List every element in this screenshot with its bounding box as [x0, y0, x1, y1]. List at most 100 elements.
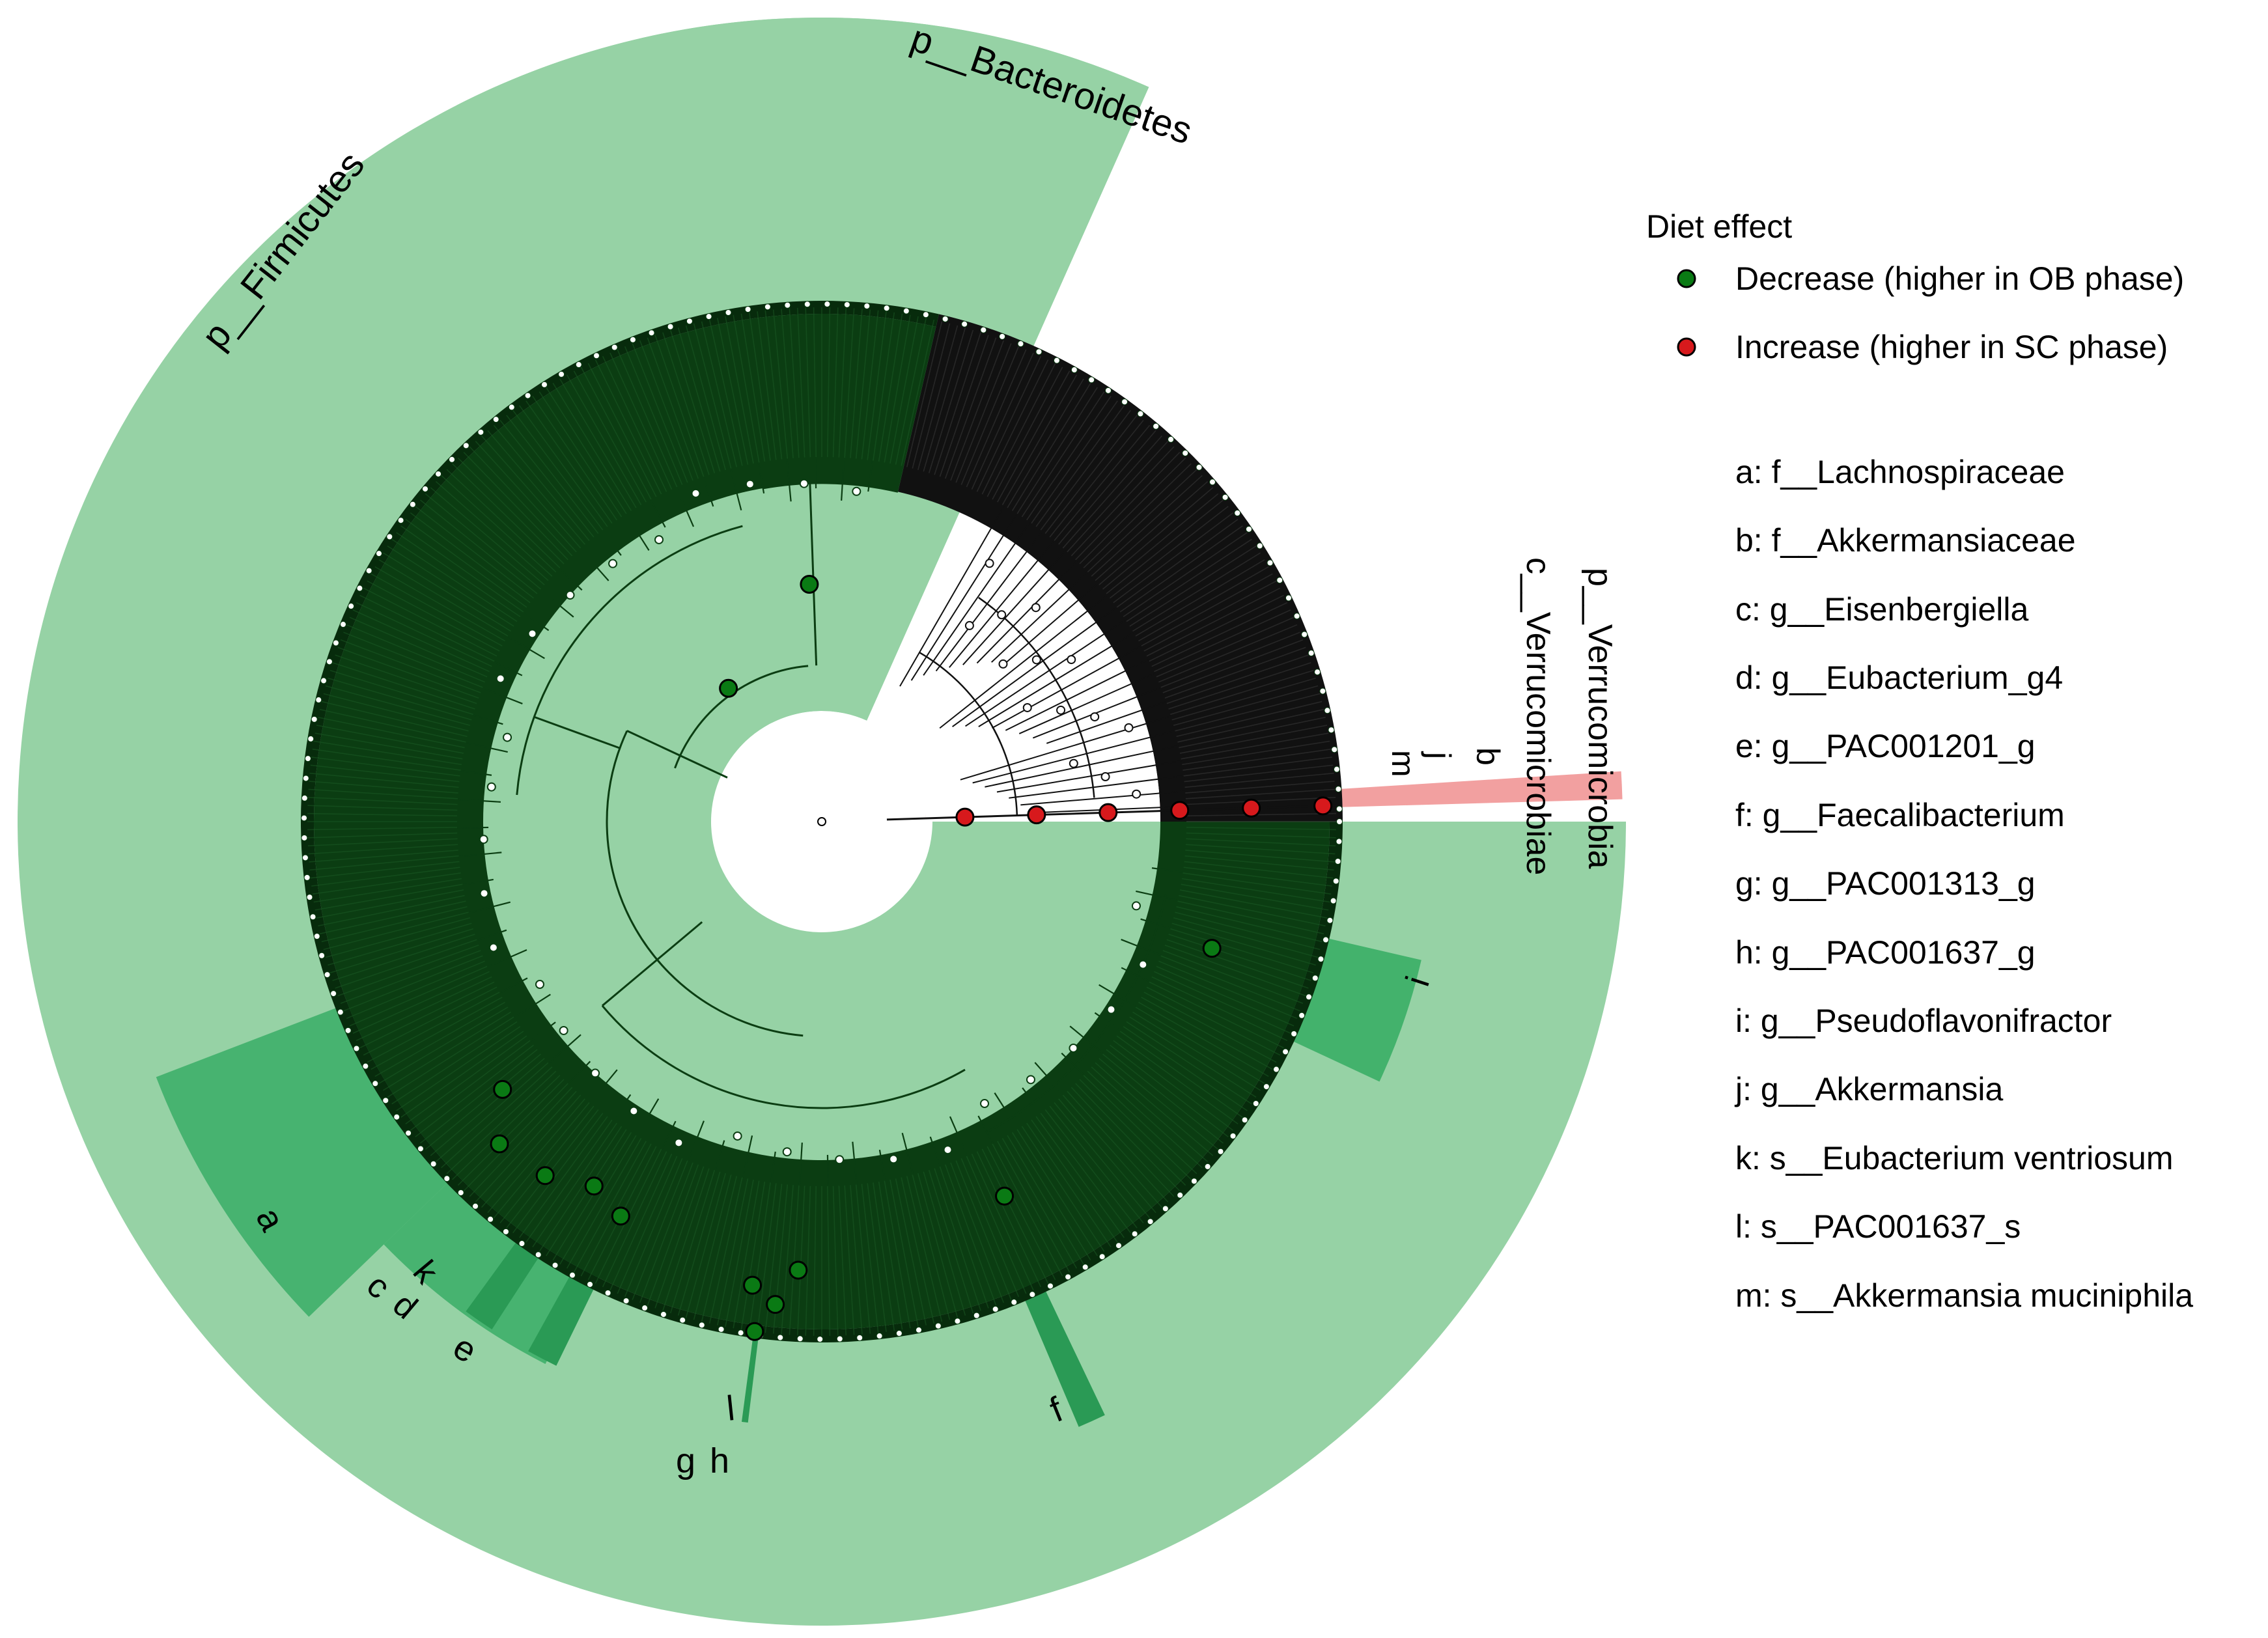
leaf-branch — [838, 307, 847, 458]
leaf-branch — [1040, 1113, 1131, 1234]
leaf-tip — [324, 971, 331, 979]
leaf-branch — [617, 349, 678, 488]
leaf-branch — [1040, 410, 1131, 531]
leaf-branch — [617, 1156, 678, 1294]
annotation-item: j: g__Akkermansia — [1734, 1071, 2003, 1107]
legend-decrease-dot — [1677, 269, 1696, 288]
leaf-branch — [1141, 573, 1273, 646]
leaf-branch — [469, 446, 573, 557]
leaf-branch — [647, 1164, 699, 1306]
node-internal-black — [998, 659, 1008, 669]
leaf-branch — [1181, 883, 1329, 911]
annotation-item: b: f__Akkermansiaceae — [1735, 522, 2076, 559]
leaf-branch — [346, 624, 485, 683]
leaf-branch — [647, 337, 699, 479]
branch-radial — [729, 468, 742, 511]
branch-radial-black — [990, 571, 1088, 663]
leaf-branch — [481, 1094, 581, 1208]
branch-radial — [675, 487, 695, 527]
branch-arc-black — [919, 652, 1018, 815]
leaf-branch — [1031, 400, 1118, 524]
branch-radial — [522, 611, 550, 632]
branch-radial — [533, 715, 621, 749]
node-internal-black — [1031, 655, 1041, 665]
leaf-tip — [954, 1318, 961, 1325]
leaf-branch — [950, 1162, 1004, 1303]
node-internal-black — [997, 610, 1007, 620]
inner-white-sector — [874, 528, 1160, 822]
leaf-branch — [1170, 928, 1314, 974]
leaf-branch — [1156, 617, 1295, 678]
leaf-tip — [1153, 423, 1160, 430]
node-internal — [591, 1068, 600, 1078]
leaf-branch — [873, 1182, 895, 1331]
leaf-tip — [1204, 1163, 1211, 1170]
leaf-branch — [312, 748, 461, 771]
leaf-branch — [463, 452, 568, 561]
node-decrease — [584, 1176, 604, 1196]
leaf-tip — [1035, 348, 1043, 355]
node-internal-black — [1124, 723, 1134, 732]
leaf-tip — [796, 1335, 804, 1342]
leaf-tip — [973, 1312, 980, 1319]
leaf-tip — [1326, 917, 1334, 924]
leaf-branch — [441, 1066, 553, 1169]
leaf-branch — [1138, 566, 1269, 642]
leaf-tip — [1328, 727, 1335, 734]
leaf-branch — [382, 1011, 511, 1091]
leaf-branch — [733, 1180, 760, 1329]
leaf-branch — [960, 346, 1020, 485]
leaf-branch — [1135, 559, 1265, 637]
leaf-tip — [1196, 464, 1203, 471]
node-internal — [1106, 1005, 1116, 1014]
legend-title: Diet effect — [1646, 208, 1792, 245]
node-decrease — [745, 1322, 764, 1341]
leaf-branch — [400, 525, 524, 613]
leaf-branch — [1083, 1075, 1192, 1180]
leaf-branch — [309, 855, 459, 871]
leaf-branch — [884, 1180, 911, 1329]
leaf-branch — [844, 1185, 855, 1335]
legend: Diet effect Decrease (higher in OB phase… — [1646, 208, 2184, 365]
leaf-branch — [1049, 419, 1144, 538]
leaf-branch — [850, 309, 863, 458]
branch-radial — [1094, 1012, 1121, 1032]
leaf-branch — [487, 430, 585, 545]
leaf-branch — [311, 867, 460, 887]
leaf-tip — [552, 1262, 559, 1269]
branch-radial-black — [962, 550, 1067, 665]
leaf-branch — [1135, 1006, 1265, 1084]
leaf-tip — [1331, 746, 1338, 753]
annotation-item: a: f__Lachnospiraceae — [1735, 454, 2065, 490]
leaf-branch — [971, 352, 1034, 490]
leaf-tip — [1333, 766, 1340, 773]
node-internal-black — [1090, 712, 1100, 722]
leaf-branch — [512, 410, 604, 531]
leaf-tip — [492, 416, 499, 423]
node-internal — [691, 488, 701, 498]
leaf-tip — [409, 501, 416, 508]
leaf-tip — [558, 370, 565, 378]
leaf-tip — [980, 326, 987, 333]
leaf-branch — [1171, 923, 1316, 966]
node-internal — [852, 486, 861, 496]
ring-dark-firmicutes — [314, 313, 1330, 1330]
leaf-branch — [452, 1075, 561, 1180]
leaf-branch — [499, 1105, 595, 1224]
leaf-branch — [855, 1184, 871, 1334]
leaf-tip — [313, 933, 320, 940]
leaf-tip — [309, 913, 316, 921]
leaf-branch — [861, 1184, 879, 1333]
branch-radial — [1151, 867, 1183, 874]
leaf-tip — [1082, 1264, 1089, 1271]
leaf-branch — [430, 487, 545, 585]
branch-radial — [494, 661, 523, 676]
leaf-branch — [901, 319, 935, 466]
leaf-tip — [477, 428, 484, 436]
leaf-branch — [796, 307, 805, 458]
leaf-branch — [1149, 594, 1284, 662]
leaf-branch — [313, 878, 462, 903]
leaf-branch — [934, 332, 981, 475]
clade-letter-m: m — [1385, 750, 1421, 777]
